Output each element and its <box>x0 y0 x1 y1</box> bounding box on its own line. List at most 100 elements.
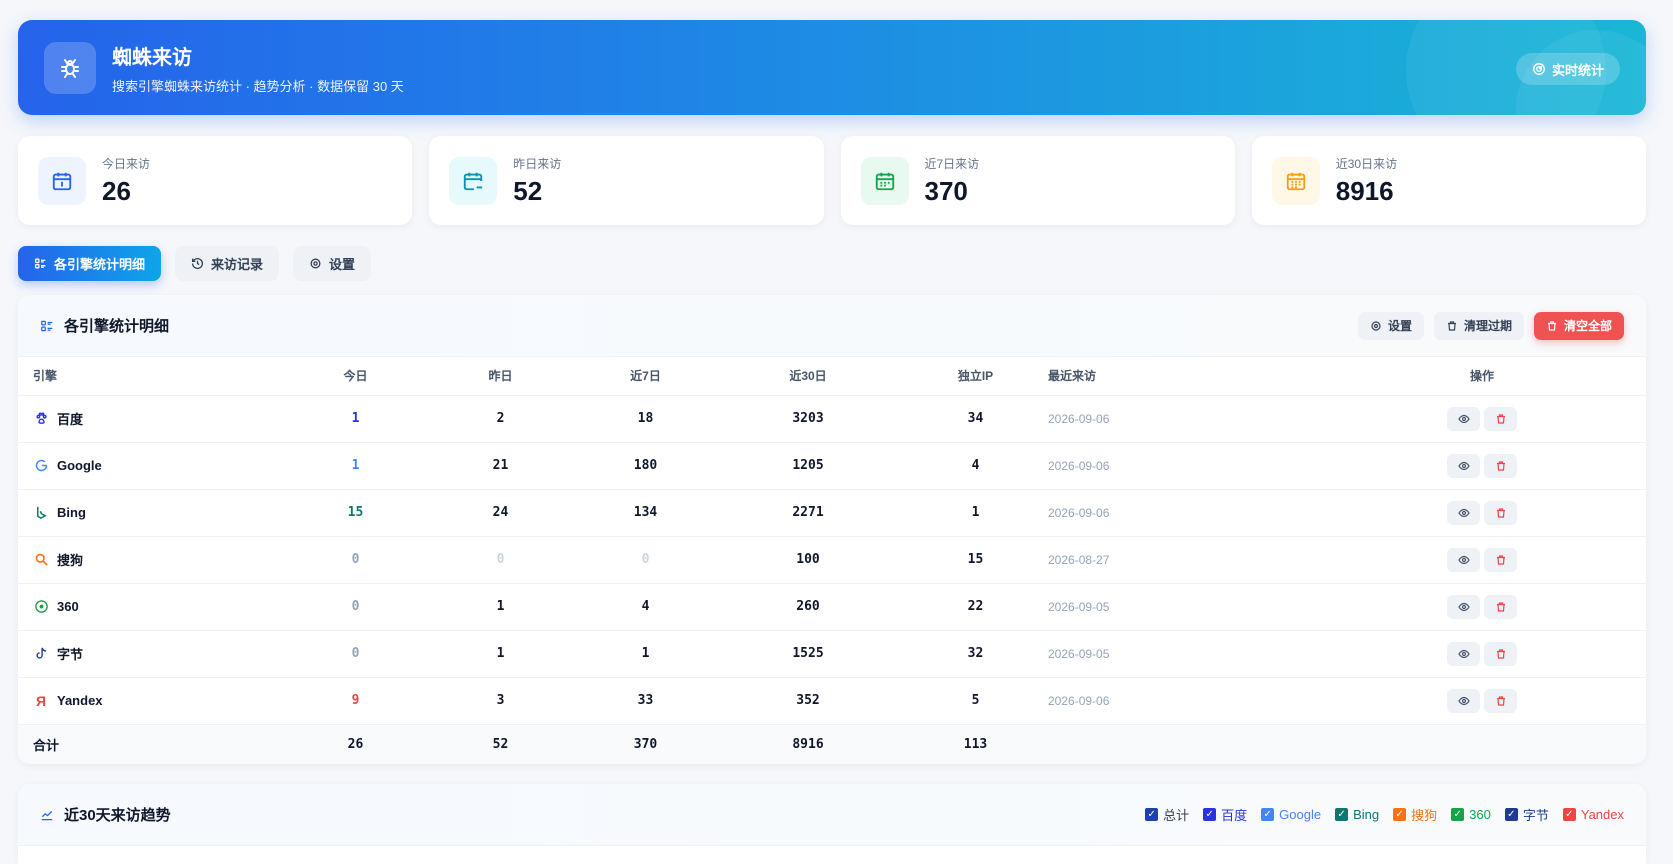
settings-label: 设置 <box>1387 319 1412 333</box>
stat-label: 近7日来访 <box>924 156 980 171</box>
eye-icon <box>1457 414 1470 423</box>
checkbox-icon[interactable]: ✓ <box>1562 808 1576 821</box>
engine-name: 百度 <box>33 409 288 428</box>
engine-cell: Я Yandex <box>18 677 288 725</box>
cell-month: 100 <box>713 536 903 584</box>
legend-item[interactable]: ✓ 360 <box>1451 805 1491 824</box>
cell-ops <box>1318 489 1646 537</box>
checkbox-icon[interactable]: ✓ <box>1145 808 1159 821</box>
list-icon <box>34 258 46 269</box>
tab-bar: 各引擎统计明细 来访记录 设置 <box>18 246 1646 281</box>
stat-label: 今日来访 <box>102 156 151 171</box>
engine-label: Bing <box>57 505 86 520</box>
page-title: 蜘蛛来访 <box>112 46 192 69</box>
legend-item[interactable]: ✓ 搜狗 <box>1393 805 1437 824</box>
table-row: 360 0 1 4 260 22 2026-09-05 <box>18 583 1646 631</box>
view-button[interactable] <box>1447 641 1480 666</box>
tab-label: 各引擎统计明细 <box>54 257 146 272</box>
list-icon <box>41 320 53 331</box>
eye-icon <box>1457 555 1470 564</box>
cell-ops <box>1318 583 1646 631</box>
engine-table: 引擎 今日 昨日 近7日 近30日 独立IP 最近来访 操作 百度 1 2 18 320… <box>18 357 1646 764</box>
page-subtitle: 搜索引擎蜘蛛来访统计 · 趋势分析 · 数据保留 30 天 <box>112 78 404 94</box>
checkbox-icon[interactable]: ✓ <box>1261 808 1275 821</box>
cell-yesterday: 3 <box>423 677 578 725</box>
cell-last-visit: 2026-08-27 <box>1048 536 1318 584</box>
legend-item[interactable]: ✓ 百度 <box>1203 805 1247 824</box>
legend-item[interactable]: ✓ Bing <box>1335 805 1379 824</box>
delete-button[interactable] <box>1484 500 1517 525</box>
engine-label: 搜狗 <box>57 553 84 568</box>
view-button[interactable] <box>1447 500 1480 525</box>
checkbox-icon[interactable]: ✓ <box>1504 808 1518 821</box>
decor-circle <box>1406 20 1606 115</box>
engine-logo-icon <box>33 599 49 615</box>
stat-card-week: 近7日来访 370 <box>840 136 1235 225</box>
delete-button[interactable] <box>1484 547 1517 572</box>
engine-label: Google <box>57 458 102 473</box>
col-ip: 独立IP <box>903 357 1048 396</box>
eye-icon <box>1457 602 1470 611</box>
tab-settings[interactable]: 设置 <box>293 246 372 281</box>
calendar-week-icon <box>860 156 909 205</box>
stat-value: 8916 <box>1335 175 1394 206</box>
clear-all-button[interactable]: 清空全部 <box>1533 311 1624 340</box>
total-empty <box>1318 724 1646 764</box>
cell-month: 260 <box>713 583 903 631</box>
view-button[interactable] <box>1447 453 1480 478</box>
gear-icon <box>1371 320 1381 331</box>
cell-ip: 1 <box>903 489 1048 537</box>
checkbox-icon[interactable]: ✓ <box>1393 808 1407 821</box>
settings-button[interactable]: 设置 <box>1357 311 1424 340</box>
view-button[interactable] <box>1447 688 1480 713</box>
trash-icon <box>1496 601 1505 612</box>
view-button[interactable] <box>1447 406 1480 431</box>
delete-button[interactable] <box>1484 641 1517 666</box>
checkbox-icon[interactable]: ✓ <box>1203 808 1217 821</box>
clean-expired-button[interactable]: 清理过期 <box>1433 311 1524 340</box>
stat-card-yesterday: 昨日来访 52 <box>429 136 824 225</box>
engine-name: 360 <box>33 599 288 615</box>
col-last: 最近来访 <box>1048 357 1318 396</box>
total-yesterday: 52 <box>423 724 578 764</box>
stat-card-today: 今日来访 26 <box>18 136 413 225</box>
engine-cell: 字节 <box>18 630 288 678</box>
delete-button[interactable] <box>1484 453 1517 478</box>
tab-visit-records[interactable]: 来访记录 <box>175 246 280 281</box>
panel-actions: 设置 清理过期 清空全部 <box>1357 311 1624 340</box>
delete-button[interactable] <box>1484 688 1517 713</box>
legend-item[interactable]: ✓ 字节 <box>1504 805 1549 824</box>
tab-engine-stats[interactable]: 各引擎统计明细 <box>18 246 162 281</box>
cell-ip: 4 <box>903 442 1048 490</box>
tab-label: 设置 <box>329 257 356 272</box>
cell-ops <box>1318 677 1646 725</box>
calendar-today-icon <box>38 156 86 205</box>
legend-item[interactable]: ✓ 总计 <box>1145 805 1189 824</box>
table-row: 字节 0 1 1 1525 32 2026-09-05 <box>18 630 1646 678</box>
total-label: 合计 <box>18 724 288 764</box>
col-yesterday: 昨日 <box>423 357 578 396</box>
engine-cell: 搜狗 <box>18 536 288 584</box>
tab-label: 来访记录 <box>211 257 264 272</box>
legend-label: 360 <box>1469 807 1491 822</box>
checkbox-icon[interactable]: ✓ <box>1451 808 1465 821</box>
cell-ops <box>1318 536 1646 584</box>
view-button[interactable] <box>1447 547 1480 572</box>
delete-button[interactable] <box>1484 594 1517 619</box>
engine-label: 百度 <box>57 412 84 427</box>
cell-week: 0 <box>578 536 713 584</box>
legend-item[interactable]: ✓ Google <box>1261 805 1321 824</box>
cell-ops <box>1318 442 1646 490</box>
cell-today: 1 <box>288 442 423 490</box>
eye-icon <box>1457 696 1470 705</box>
engine-logo-icon: Я <box>35 692 47 709</box>
col-engine: 引擎 <box>18 357 288 396</box>
legend-item[interactable]: ✓ Yandex <box>1562 805 1624 824</box>
live-icon <box>1533 63 1545 75</box>
cell-ip: 15 <box>903 536 1048 584</box>
cell-week: 33 <box>578 677 713 725</box>
delete-button[interactable] <box>1484 406 1517 431</box>
live-stats-button[interactable]: 实时统计 <box>1515 53 1620 85</box>
checkbox-icon[interactable]: ✓ <box>1335 808 1349 821</box>
view-button[interactable] <box>1447 594 1480 619</box>
